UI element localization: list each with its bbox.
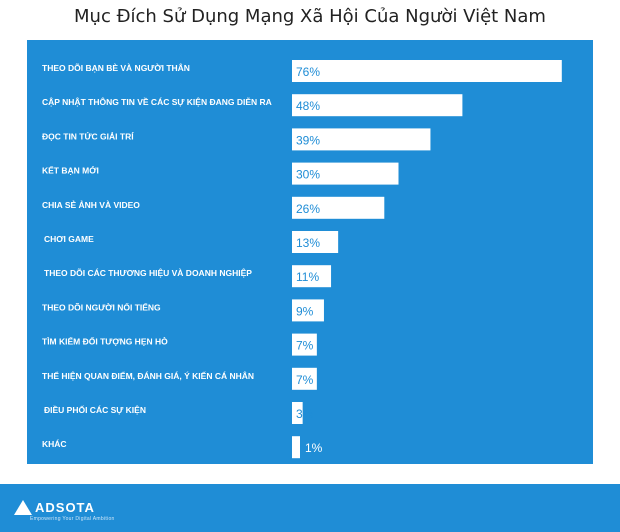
- value-label: 30%: [296, 168, 320, 182]
- category-label: TÌM KIẾM ĐỐI TƯỢNG HẸN HÒ: [42, 336, 168, 347]
- value-label: 13%: [296, 236, 320, 250]
- bar: [292, 231, 339, 253]
- bar: [292, 333, 317, 356]
- value-label: 76%: [296, 65, 320, 79]
- value-label: 7%: [296, 339, 314, 353]
- brand-tagline: Empowering Your Digital Ambition: [30, 516, 115, 522]
- category-label: THEO DÕI NGƯỜI NỔI TIẾNG: [42, 301, 161, 312]
- brand-name: ADSOTA: [35, 499, 95, 515]
- category-label: CẬP NHẬT THÔNG TIN VỀ CÁC SỰ KIỆN ĐANG D…: [42, 96, 272, 107]
- bar: [292, 367, 317, 390]
- value-label: 7%: [296, 373, 314, 387]
- bar: [292, 436, 300, 459]
- chart-title: Mục Đích Sử Dụng Mạng Xã Hội Của Người V…: [74, 6, 546, 27]
- bar: [292, 299, 324, 322]
- value-label: 1%: [305, 441, 323, 455]
- value-label: 26%: [296, 202, 320, 216]
- bar: [292, 196, 385, 219]
- footer-band: [0, 484, 620, 532]
- category-label: ĐIỀU PHỐI CÁC SỰ KIỆN: [44, 404, 146, 415]
- category-label: THỂ HIỆN QUAN ĐIỂM, ĐÁNH GIÁ, Ý KIẾN CÁ …: [42, 370, 254, 381]
- category-label: KHÁC: [42, 439, 67, 449]
- bar: [292, 162, 399, 185]
- triangle-logo-icon: [14, 498, 32, 516]
- bar: [292, 94, 463, 117]
- category-label: THEO DÕI CÁC THƯƠNG HIỆU VÀ DOANH NGHIỆP: [44, 267, 252, 278]
- value-label: 48%: [296, 99, 320, 113]
- value-label: 3%: [296, 407, 314, 421]
- value-label: 39%: [296, 133, 320, 147]
- chart-panel: THEO DÕI BẠN BÈ VÀ NGƯỜI THÂN 76% CẬP NHẬT…: [27, 40, 593, 464]
- category-label: CHƠI GAME: [44, 234, 94, 244]
- category-label: THEO DÕI BẠN BÈ VÀ NGƯỜI THÂN: [42, 62, 190, 73]
- category-label: KẾT BẠN MỚI: [42, 165, 99, 176]
- category-label: ĐỌC TIN TỨC GIẢI TRÍ: [42, 130, 134, 141]
- bar: [292, 402, 303, 424]
- bar: [292, 60, 562, 82]
- bar: [292, 128, 431, 151]
- bar: [292, 265, 332, 288]
- value-label: 9%: [296, 304, 314, 318]
- category-label: CHIA SẺ ẢNH VÀ VIDEO: [42, 199, 140, 210]
- value-label: 11%: [296, 270, 319, 284]
- brand-logo: ADSOTA: [14, 498, 95, 516]
